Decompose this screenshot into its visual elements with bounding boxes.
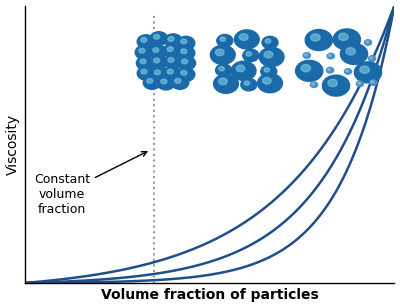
Text: Constant
volume
fraction: Constant volume fraction [34, 152, 147, 216]
Y-axis label: Viscosity: Viscosity [6, 114, 20, 175]
X-axis label: Volume fraction of particles: Volume fraction of particles [101, 289, 319, 302]
